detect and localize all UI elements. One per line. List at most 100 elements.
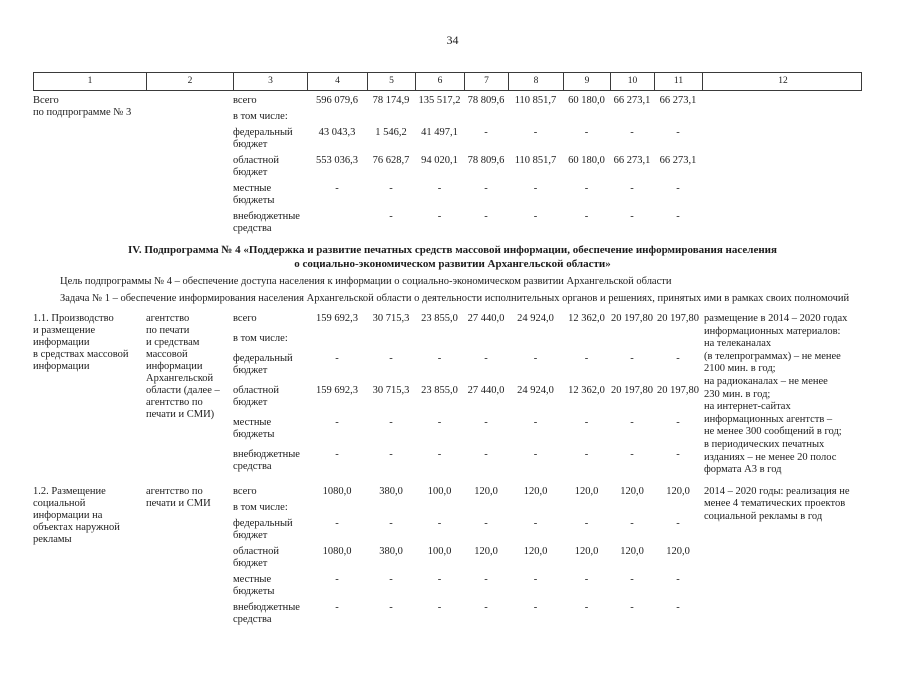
value-cell: - [437, 601, 442, 613]
value-cell: 120,0 [574, 545, 599, 557]
value-cell: - [630, 127, 634, 138]
table-header-row: 1 2 3 4 5 6 7 8 9 10 11 12 [33, 72, 862, 91]
value-cell: - [533, 127, 538, 138]
budget-label-local: местные бюджеты [233, 416, 275, 440]
value-cell: - [584, 601, 589, 613]
value-cell: - [335, 352, 339, 364]
value-cell: - [676, 211, 680, 222]
budget-label-extrabudget: внебюджетные средства [233, 211, 300, 234]
table-row-1-2: 1.2. Размещение социальной информации на… [33, 486, 862, 626]
budget-label-local: местные бюджеты [233, 573, 275, 597]
value-cell: - [676, 601, 680, 613]
values-local: -------- [307, 574, 702, 598]
value-cell: - [630, 211, 634, 222]
value-cell: - [676, 352, 680, 364]
value-cell: 12 362,0 [568, 313, 605, 324]
column-header: 2 [147, 73, 234, 90]
value-cell: 78 809,6 [467, 155, 505, 166]
value-cell: - [484, 416, 488, 428]
value-cell: 60 180,0 [568, 155, 605, 166]
value-cell: 120,0 [620, 485, 644, 497]
value-cell: 20 197,80 [657, 313, 699, 324]
value-cell: 66 273,1 [659, 95, 697, 106]
value-cell: - [389, 573, 393, 585]
subprogram4-goal: Цель подпрограммы № 4 – обеспечение дост… [60, 276, 672, 287]
budget-label-federal: федеральный бюджет [233, 517, 293, 541]
value-cell: - [437, 183, 442, 194]
value-cell: - [484, 448, 488, 460]
column-header: 5 [368, 73, 416, 90]
value-cell: - [676, 573, 680, 585]
values-federal: -------- [307, 353, 702, 381]
row-title: Всего по подпрограмме № 3 [33, 95, 132, 118]
value-cell: - [484, 517, 488, 529]
value-cell: - [584, 211, 589, 222]
value-cell: 110 851,7 [514, 95, 557, 106]
row-executor: агентство по печати и СМИ [146, 485, 211, 509]
value-cell: - [533, 601, 538, 613]
budget-label-total: всего [233, 485, 257, 497]
value-cell: - [630, 183, 634, 194]
value-cell: 24 924,0 [517, 313, 554, 324]
budget-label-regional: областной бюджет [233, 384, 279, 408]
values-extrabudget: -------- [307, 602, 702, 626]
budget-label-extrabudget: внебюджетные средства [233, 601, 300, 625]
value-cell: - [533, 211, 538, 222]
value-cell: 120,0 [574, 485, 599, 497]
subprogram4-task1: Задача № 1 – обеспечение информирования … [60, 293, 850, 304]
value-cell: - [335, 448, 339, 460]
column-header: 4 [308, 73, 368, 90]
value-cell: 60 180,0 [568, 95, 605, 106]
values-federal: -------- [307, 518, 702, 542]
budget-label-regional: областной бюджет [233, 545, 279, 569]
value-cell: 135 517,2 [418, 95, 461, 106]
section-heading-line2: о социально-экономическом развитии Архан… [294, 257, 611, 270]
budget-label-local: местные бюджеты [233, 183, 275, 206]
budget-label-extrabudget: внебюджетные средства [233, 448, 300, 472]
value-cell: 41 497,1 [421, 127, 458, 138]
value-cell: 78 809,6 [467, 95, 505, 106]
value-cell: - [389, 183, 393, 194]
row-executor [146, 95, 233, 235]
value-cell: 120,0 [620, 545, 644, 557]
value-cell: - [584, 352, 589, 364]
value-cell: 120,0 [474, 545, 498, 557]
value-cell: - [676, 127, 680, 138]
value-cell: - [533, 183, 538, 194]
value-cell: 30 715,3 [372, 384, 410, 396]
column-header: 10 [611, 73, 655, 90]
column-header: 8 [509, 73, 564, 90]
value-cell: - [437, 352, 442, 364]
value-cell: - [533, 573, 538, 585]
value-cell: - [630, 416, 634, 428]
value-cell: 66 273,1 [613, 95, 651, 106]
value-cell: - [389, 517, 393, 529]
row-title: 1.1. Производство и размещение информаци… [33, 313, 129, 372]
value-cell: - [335, 573, 339, 585]
value-cell: 20 197,80 [611, 384, 653, 396]
value-cell: 120,0 [666, 485, 690, 497]
value-cell: - [630, 517, 634, 529]
values-local: -------- [307, 183, 702, 207]
value-cell: - [584, 416, 589, 428]
value-cell: - [584, 448, 589, 460]
value-cell: - [484, 211, 488, 222]
value-cell: 76 628,7 [372, 155, 410, 166]
value-cell: 24 924,0 [517, 384, 554, 396]
section-heading-line1: IV. Подпрограмма № 4 «Поддержка и развит… [128, 244, 777, 256]
value-cell: - [335, 183, 339, 194]
program-table: 1 2 3 4 5 6 7 8 9 10 11 12 Всего по подп… [33, 72, 862, 235]
value-cell: 100,0 [427, 485, 452, 497]
column-header: 1 [34, 73, 147, 90]
budget-label-including: в том числе: [233, 332, 288, 344]
column-header: 7 [465, 73, 509, 90]
subprogram4-section: IV. Подпрограмма № 4 «Поддержка и развит… [0, 244, 905, 305]
value-cell: - [484, 183, 488, 194]
column-header: 3 [234, 73, 308, 90]
program-table-continued: 1.1. Производство и размещение информаци… [33, 313, 862, 626]
value-cell: 1080,0 [322, 485, 352, 497]
values-total: 159 692,3 30 715,3 23 855,0 27 440,0 24 924,… [307, 313, 702, 329]
column-header: 6 [416, 73, 465, 90]
budget-label-federal: федеральный бюджет [233, 127, 293, 150]
column-header: 11 [655, 73, 703, 90]
